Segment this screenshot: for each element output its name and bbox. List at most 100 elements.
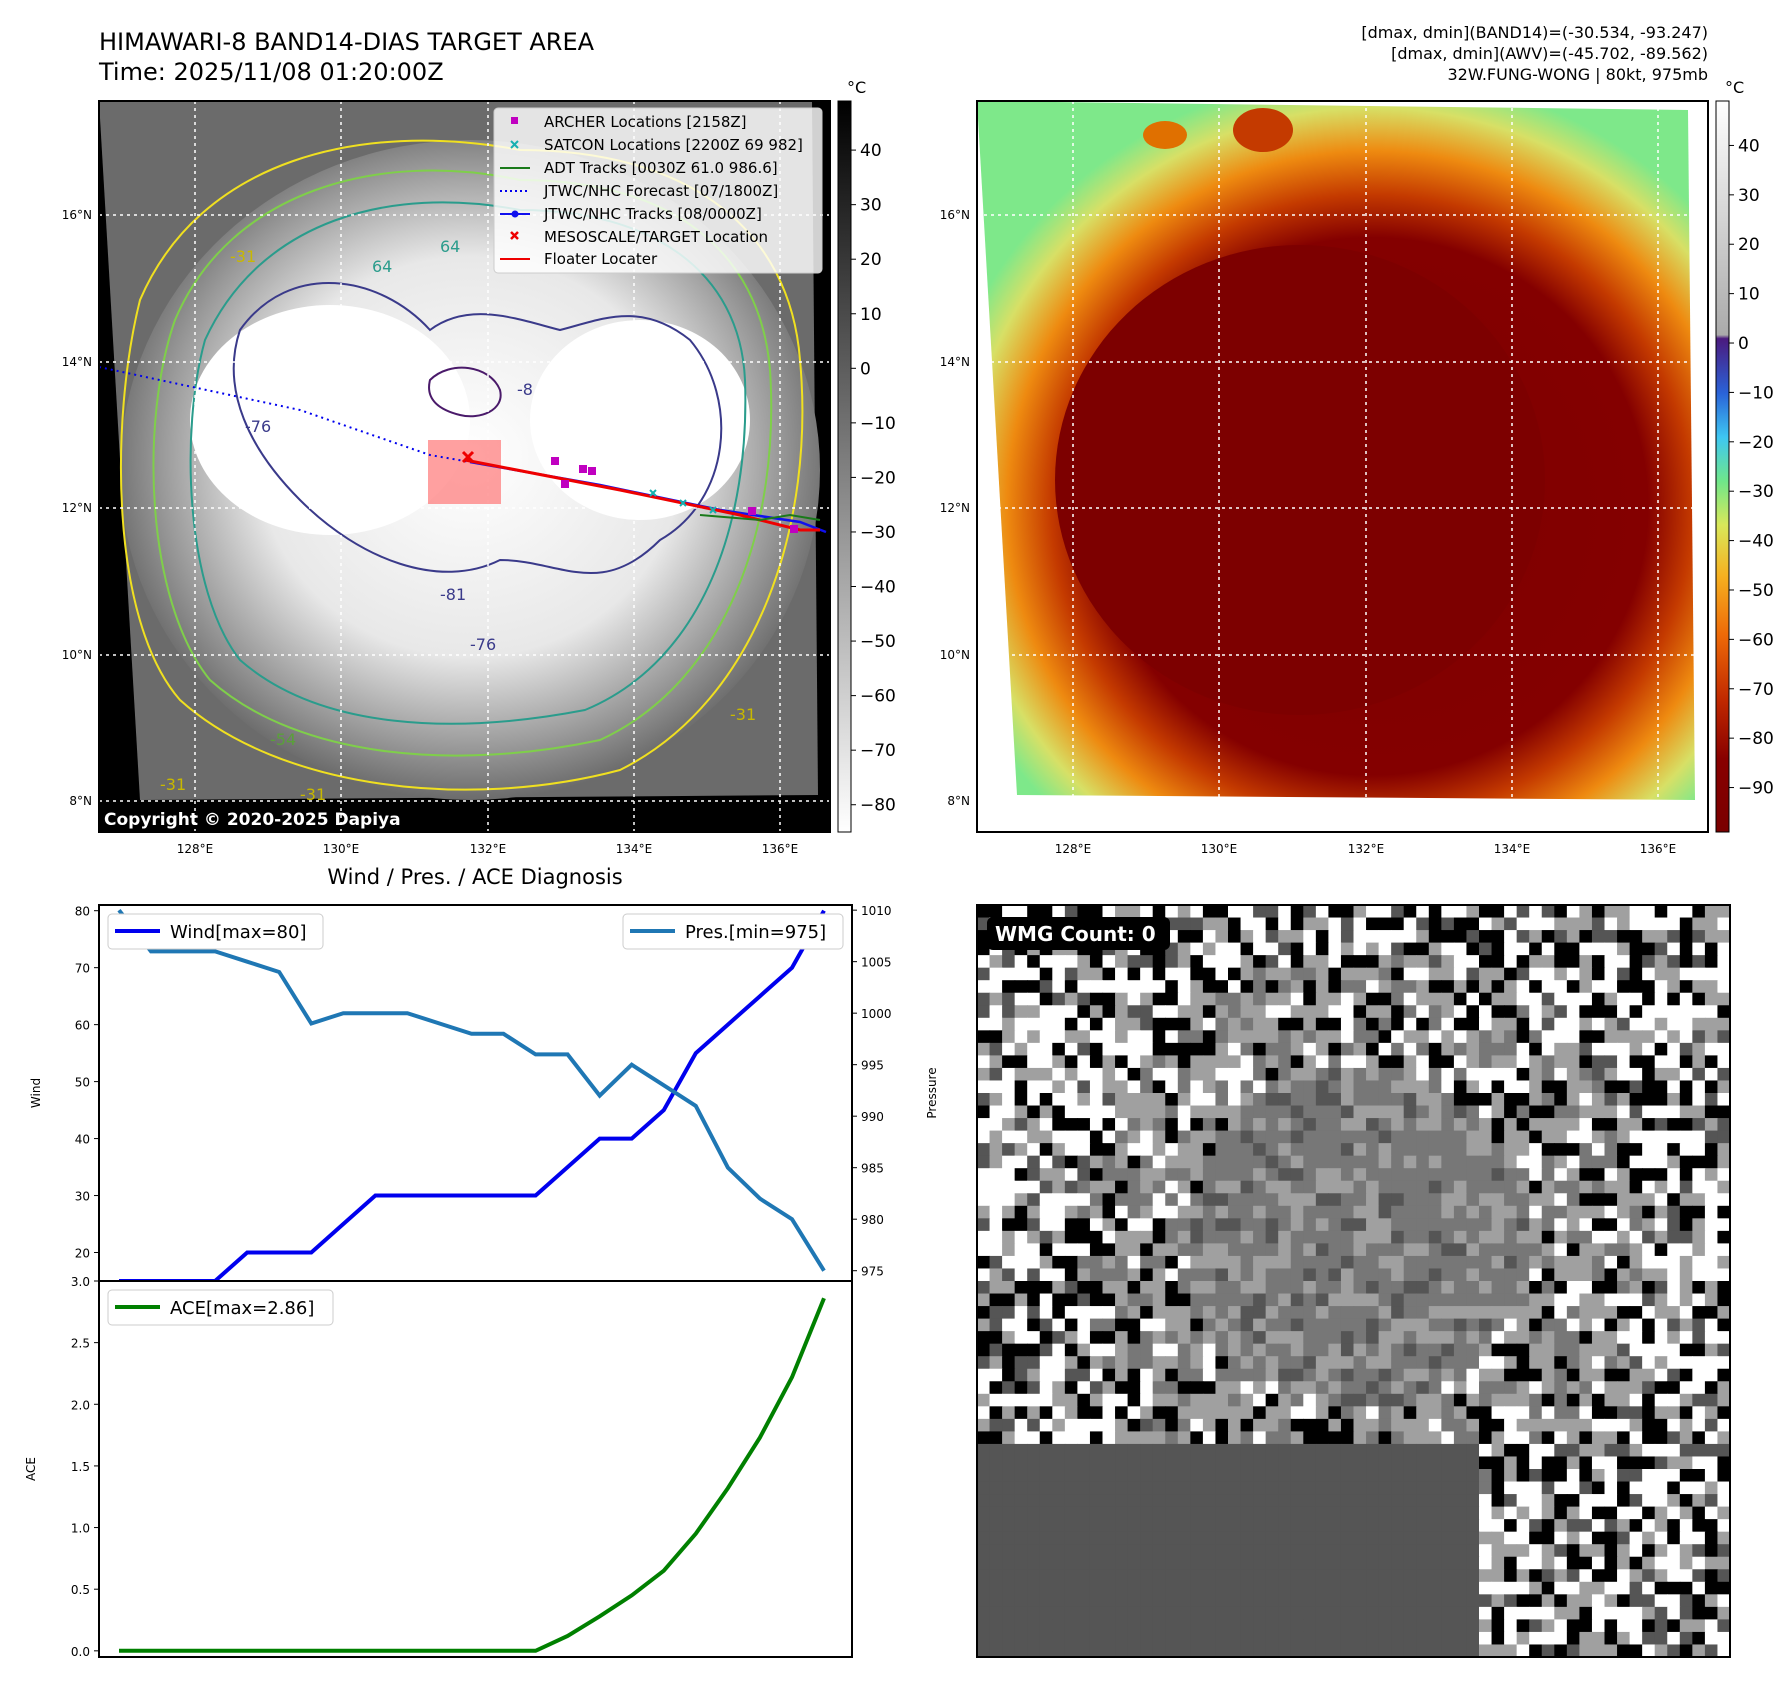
wmg-cell bbox=[1629, 1155, 1643, 1169]
wmg-cell bbox=[1591, 1230, 1606, 1244]
wmg-cell bbox=[977, 1030, 991, 1044]
wmg-cell bbox=[1642, 1531, 1656, 1545]
legend-floater-label: Floater Locater bbox=[544, 250, 658, 268]
wmg-cell bbox=[1466, 1230, 1480, 1244]
colorbar-tick-label: 30 bbox=[1738, 186, 1760, 206]
wmg-cell bbox=[1491, 1406, 1505, 1420]
wmg-cell bbox=[1491, 1368, 1505, 1382]
wmg-cell bbox=[1002, 1243, 1016, 1257]
wmg-cell bbox=[1077, 1042, 1091, 1056]
wmg-cell bbox=[1328, 1331, 1342, 1345]
wmg-cell bbox=[1416, 1481, 1430, 1495]
wmg-cell bbox=[1190, 1042, 1204, 1056]
wmg-cell bbox=[1102, 1155, 1116, 1169]
wmg-cell bbox=[1115, 980, 1129, 994]
wmg-cell bbox=[1391, 967, 1405, 981]
wmg-cell bbox=[1278, 1218, 1292, 1232]
wmg-cell bbox=[1541, 1017, 1555, 1031]
wmg-cell bbox=[1303, 1005, 1317, 1019]
wmg-cell bbox=[1466, 1005, 1480, 1019]
wmg-cell bbox=[1667, 1381, 1681, 1395]
wmg-cell bbox=[1014, 1143, 1028, 1157]
wmg-cell bbox=[977, 1205, 991, 1219]
wmg-cell bbox=[1403, 1118, 1417, 1132]
wmg-cell bbox=[1692, 1306, 1706, 1320]
wmg-cell bbox=[1303, 1205, 1317, 1219]
wmg-cell bbox=[1717, 1469, 1731, 1483]
wmg-cell bbox=[1328, 1205, 1342, 1219]
wmg-cell bbox=[1303, 1193, 1317, 1207]
wmg-cell bbox=[1140, 1531, 1154, 1545]
wmg-cell bbox=[1228, 1606, 1242, 1620]
wmg-cell bbox=[1052, 1130, 1066, 1144]
wmg-cell bbox=[1202, 1331, 1217, 1345]
wmg-cell bbox=[1591, 1193, 1606, 1207]
wmg-cell bbox=[1453, 930, 1468, 944]
wmg-cell bbox=[1654, 1494, 1668, 1508]
wmg-cell bbox=[1140, 1093, 1154, 1107]
wmg-cell bbox=[1654, 1168, 1668, 1182]
wmg-cell bbox=[1453, 1205, 1468, 1219]
wmg-cell bbox=[1102, 1581, 1116, 1595]
wmg-cell bbox=[1127, 1581, 1141, 1595]
contour-label: -81 bbox=[440, 585, 466, 604]
wmg-cell bbox=[1604, 905, 1618, 919]
wmg-cell bbox=[1315, 1644, 1329, 1658]
wmg-cell bbox=[1002, 1406, 1016, 1420]
wmg-cell bbox=[1416, 1293, 1430, 1307]
wmg-cell bbox=[1027, 1581, 1041, 1595]
wmg-cell bbox=[1303, 1594, 1317, 1608]
contour-label: -31 bbox=[230, 247, 256, 266]
wind-legend-label: Wind[max=80] bbox=[170, 922, 307, 943]
wmg-cell bbox=[1416, 1118, 1430, 1132]
wmg-cell bbox=[1679, 955, 1693, 969]
wmg-cell bbox=[1190, 1519, 1204, 1533]
wmg-cell bbox=[1039, 1093, 1053, 1107]
wmg-cell bbox=[1278, 1030, 1292, 1044]
wmg-cell bbox=[1328, 1631, 1342, 1646]
wmg-cell bbox=[1717, 1105, 1731, 1119]
wmg-cell bbox=[1165, 1506, 1179, 1520]
wmg-cell bbox=[1504, 1268, 1518, 1282]
wmg-cell bbox=[1491, 1168, 1505, 1182]
wmg-cell bbox=[1629, 1443, 1643, 1458]
wmg-cell bbox=[1265, 1155, 1279, 1169]
wmg-cell bbox=[1027, 1243, 1041, 1257]
wmg-cell bbox=[1265, 1230, 1279, 1244]
satcon-markers bbox=[649, 489, 717, 514]
wmg-cell bbox=[1340, 1218, 1355, 1232]
wmg-cell bbox=[1328, 1030, 1342, 1044]
wmg-cell bbox=[1403, 1255, 1417, 1270]
wmg-cell bbox=[1491, 905, 1505, 919]
wmg-cell bbox=[989, 1193, 1003, 1207]
wmg-cell bbox=[1441, 1318, 1455, 1332]
wmg-cell bbox=[1479, 1155, 1493, 1169]
wmg-cell bbox=[1529, 1594, 1543, 1608]
wmg-cell bbox=[1027, 1306, 1041, 1320]
wmg-cell bbox=[1315, 1205, 1329, 1219]
wmg-cell bbox=[1190, 1431, 1204, 1445]
wmg-cell bbox=[1667, 1519, 1681, 1533]
wmg-cell bbox=[1215, 1569, 1229, 1583]
wmg-cell bbox=[1504, 917, 1518, 931]
wmg-cell bbox=[1391, 980, 1405, 994]
wmg-cell bbox=[1679, 1105, 1693, 1119]
wmg-cell bbox=[1441, 1506, 1455, 1520]
wmg-cell bbox=[1541, 1469, 1555, 1483]
wmg-cell bbox=[1240, 1268, 1254, 1282]
wmg-cell bbox=[1466, 1306, 1480, 1320]
wmg-cell bbox=[1516, 1255, 1530, 1270]
wmg-cell bbox=[1692, 1105, 1706, 1119]
wmg-cell bbox=[1315, 1556, 1329, 1570]
wmg-cell bbox=[1303, 1644, 1317, 1658]
wmg-cell bbox=[1240, 1331, 1254, 1345]
wmg-cell bbox=[1416, 930, 1430, 944]
wmg-cell bbox=[1466, 955, 1480, 969]
wmg-cell bbox=[1027, 1105, 1041, 1119]
wmg-cell bbox=[989, 1494, 1003, 1508]
wmg-cell bbox=[1328, 1531, 1342, 1545]
wmg-cell bbox=[1642, 1268, 1656, 1282]
wmg-cell bbox=[1064, 1544, 1078, 1558]
colorbar-tick-label: 20 bbox=[1738, 235, 1760, 255]
wmg-cell bbox=[1089, 1218, 1104, 1232]
